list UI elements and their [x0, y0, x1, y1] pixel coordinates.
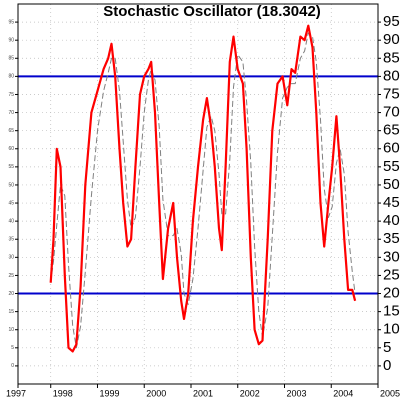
x-tick-label: 2004 [333, 388, 353, 398]
y-tick-label: 40 [383, 212, 400, 229]
series-line [50, 32, 356, 349]
y-tick-label: 60 [383, 140, 400, 157]
y-tick-label: 65 [8, 128, 14, 134]
y-tick-label: 90 [383, 31, 400, 48]
y-tick-label: 15 [8, 309, 14, 315]
plot [18, 24, 378, 353]
y-tick-label: 70 [8, 110, 14, 116]
y-tick-label: 75 [383, 85, 400, 102]
y-tick-label: 35 [8, 237, 14, 243]
x-tick-label: 2002 [240, 388, 260, 398]
y-tick-label: 15 [383, 303, 400, 320]
y-tick-label: 35 [383, 230, 400, 247]
y-tick-label: 80 [383, 67, 400, 84]
x-tick-label: 2005 [380, 388, 400, 398]
y-tick-label: 10 [383, 321, 400, 338]
x-tick-label: 2001 [193, 388, 213, 398]
y-tick-label: 70 [383, 104, 400, 121]
x-tick-label: 2000 [146, 388, 166, 398]
y-tick-label: 60 [8, 146, 14, 152]
x-tick-label: 1998 [53, 388, 73, 398]
y-tick-label: 5 [383, 339, 391, 356]
y-tick-label: 90 [8, 38, 14, 44]
y-tick-label: 50 [383, 176, 400, 193]
y-tick-label: 80 [8, 74, 14, 80]
y-tick-label: 25 [383, 266, 400, 283]
y-tick-label: 45 [383, 194, 400, 211]
y-tick-label: 75 [8, 92, 14, 98]
series-line [49, 24, 357, 353]
chart-title: Stochastic Oscillator (18.3042) [103, 3, 321, 20]
y-tick-label: 0 [11, 363, 14, 369]
y-tick-label: 20 [8, 291, 14, 297]
y-tick-label: 65 [383, 122, 400, 139]
y-tick-label: 10 [8, 327, 14, 333]
y-tick-label: 95 [383, 13, 400, 30]
plot-frame [17, 3, 379, 385]
y-tick-label: 85 [383, 49, 400, 66]
y-tick-label: 20 [383, 284, 400, 301]
x-tick-label: 1999 [99, 388, 119, 398]
x-tick-label: 2003 [286, 388, 306, 398]
y-tick-label: 55 [8, 164, 14, 170]
y-tick-label: 95 [8, 19, 14, 25]
y-tick-label: 5 [11, 345, 14, 351]
y-tick-label: 0 [383, 357, 391, 374]
y-tick-label: 30 [8, 255, 14, 261]
y-tick-label: 55 [383, 158, 400, 175]
y-tick-label: 50 [8, 182, 14, 188]
y-tick-label: 30 [383, 248, 400, 265]
y-tick-label: 25 [8, 273, 14, 279]
x-tick-label: 1997 [6, 388, 26, 398]
y-tick-label: 40 [8, 218, 14, 224]
y-tick-label: 45 [8, 200, 14, 206]
y-tick-label: 85 [8, 56, 14, 62]
